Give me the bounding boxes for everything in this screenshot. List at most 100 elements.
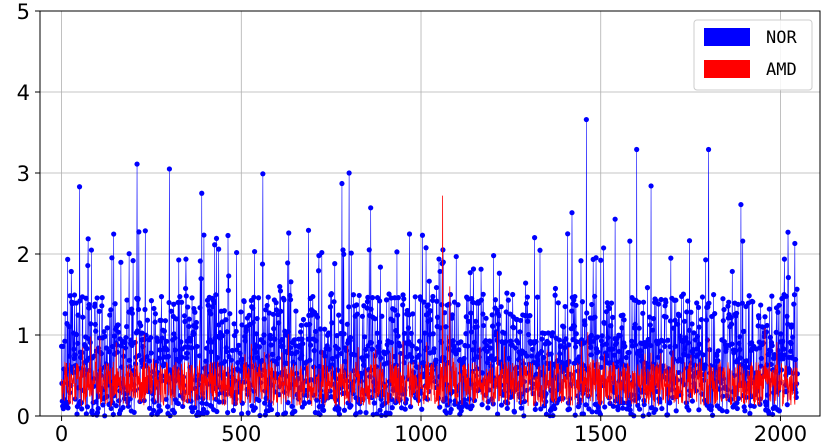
nor-point: [737, 346, 743, 353]
nor-point: [653, 406, 659, 413]
nor-point: [562, 345, 568, 351]
nor-point: [360, 357, 366, 363]
nor-point: [634, 146, 640, 153]
series-layer: [58, 116, 800, 419]
nor-point: [85, 262, 91, 269]
nor-point: [648, 183, 654, 189]
nor-point: [95, 405, 101, 412]
nor-point: [397, 343, 403, 349]
nor-point: [234, 347, 240, 353]
nor-point: [667, 400, 673, 406]
nor-point: [317, 326, 323, 332]
nor-point: [468, 310, 474, 316]
nor-point: [425, 302, 431, 308]
nor-point: [101, 329, 107, 335]
nor-point: [146, 358, 152, 364]
nor-point: [168, 308, 174, 314]
y-tick-label: 0: [17, 405, 30, 429]
nor-point: [88, 247, 94, 253]
nor-point: [200, 406, 207, 412]
nor-point: [368, 205, 374, 211]
x-tick-label: 2000: [754, 422, 807, 445]
nor-point: [735, 395, 742, 402]
nor-point: [737, 355, 744, 361]
nor-point: [728, 321, 735, 327]
nor-point: [305, 227, 312, 233]
nor-point: [450, 338, 456, 344]
nor-point: [416, 338, 423, 344]
nor-point: [529, 346, 536, 353]
nor-point: [703, 317, 710, 323]
nor-point: [184, 350, 190, 356]
nor-point: [525, 318, 531, 324]
nor-point: [789, 322, 795, 328]
nor-point: [496, 313, 502, 319]
nor-point: [545, 330, 551, 336]
nor-point: [287, 292, 293, 299]
nor-point: [135, 296, 141, 302]
nor-point: [175, 400, 181, 407]
nor-point: [673, 297, 679, 303]
nor-point: [632, 321, 638, 327]
nor-point: [245, 410, 251, 416]
nor-point: [583, 116, 589, 123]
nor-point: [508, 338, 514, 344]
nor-point: [523, 280, 529, 286]
nor-point: [338, 319, 345, 325]
nor-point: [511, 325, 517, 331]
nor-point: [604, 353, 610, 359]
nor-point: [769, 343, 775, 349]
nor-point: [179, 299, 185, 305]
nor-point: [74, 411, 80, 417]
nor-point: [495, 321, 501, 327]
nor-point: [445, 402, 451, 408]
nor-point: [685, 340, 691, 346]
nor-point: [546, 340, 552, 346]
nor-point: [388, 339, 395, 346]
nor-point: [592, 314, 598, 320]
nor-point: [136, 352, 142, 359]
nor-point: [378, 412, 385, 418]
nor-point: [644, 285, 651, 291]
nor-point: [353, 411, 359, 417]
nor-point: [60, 343, 66, 349]
nor-point: [213, 292, 219, 298]
nor-point: [328, 291, 335, 297]
nor-point: [702, 362, 708, 368]
nor-point: [471, 339, 477, 345]
nor-point: [348, 403, 354, 409]
nor-point: [229, 347, 235, 354]
nor-point: [781, 256, 788, 262]
nor-point: [582, 322, 588, 328]
nor-point: [433, 284, 440, 291]
nor-point: [311, 364, 317, 370]
nor-point: [341, 251, 347, 257]
nor-point: [273, 300, 279, 306]
nor-point: [599, 333, 605, 339]
nor-point: [221, 308, 227, 314]
nor-point: [474, 324, 480, 330]
nor-point: [233, 328, 239, 335]
nor-point: [592, 293, 598, 299]
nor-point: [365, 366, 372, 373]
nor-point: [739, 300, 745, 306]
nor-point: [377, 264, 383, 270]
nor-point: [608, 323, 614, 329]
nor-point: [364, 353, 370, 359]
nor-point: [129, 310, 135, 317]
nor-point: [510, 291, 516, 298]
nor-point: [402, 406, 408, 412]
nor-point: [750, 299, 756, 305]
nor-point: [448, 406, 454, 413]
nor-point: [504, 405, 510, 412]
nor-point: [376, 339, 382, 345]
nor-point: [225, 287, 231, 294]
nor-point: [263, 307, 269, 313]
nor-point: [580, 411, 587, 417]
nor-point: [354, 302, 360, 308]
nor-point: [308, 342, 314, 348]
nor-point: [766, 306, 772, 312]
y-tick-label: 2: [17, 243, 30, 267]
nor-point: [176, 257, 182, 263]
nor-point: [80, 314, 86, 320]
